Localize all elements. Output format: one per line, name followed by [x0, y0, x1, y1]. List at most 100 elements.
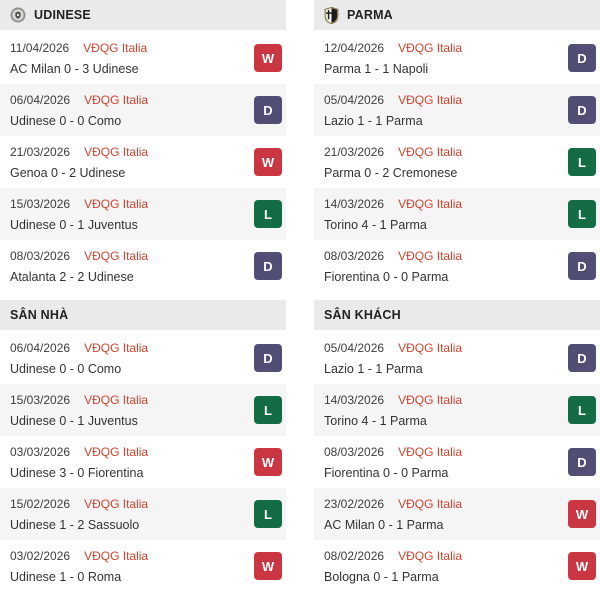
result-badge: L — [568, 396, 596, 424]
match-date: 08/03/2026 — [324, 445, 385, 459]
section-header-home: SÂN NHÀ — [0, 300, 286, 330]
match-score: Fiorentina 0 - 0 Parma — [324, 270, 449, 284]
match-meta: 15/03/2026 VĐQG Italia — [10, 392, 242, 408]
match-score: Udinese 0 - 0 Como — [10, 114, 122, 128]
result-badge: W — [568, 552, 596, 580]
match-score: Bologna 0 - 1 Parma — [324, 570, 439, 584]
result-badge: W — [254, 448, 282, 476]
section-away-form: SÂN KHÁCH 05/04/2026 VĐQG Italia Lazio 1 -… — [314, 300, 600, 592]
match-meta: 08/03/2026 VĐQG Italia — [324, 248, 556, 264]
section-header-udinese: UDINESE — [0, 0, 286, 30]
result-badge: D — [568, 96, 596, 124]
match-date: 15/02/2026 — [10, 497, 71, 511]
match-score: Udinese 1 - 0 Roma — [10, 570, 122, 584]
match-score: AC Milan 0 - 1 Parma — [324, 518, 444, 532]
result-badge: D — [568, 252, 596, 280]
league-label: VĐQG Italia — [84, 249, 149, 263]
league-label: VĐQG Italia — [398, 41, 463, 55]
league-label: VĐQG Italia — [83, 41, 148, 55]
match-date: 06/04/2026 — [10, 341, 71, 355]
result-badge: L — [254, 200, 282, 228]
match-date: 05/04/2026 — [324, 93, 385, 107]
match-row[interactable]: 14/03/2026 VĐQG Italia Torino 4 - 1 Parma L — [314, 384, 600, 436]
match-score: Torino 4 - 1 Parma — [324, 218, 427, 232]
match-date: 08/03/2026 — [324, 249, 385, 263]
match-date: 15/03/2026 — [10, 197, 71, 211]
match-date: 21/03/2026 — [10, 145, 71, 159]
match-meta: 23/02/2026 VĐQG Italia — [324, 496, 556, 512]
match-meta: 05/04/2026 VĐQG Italia — [324, 92, 556, 108]
match-row[interactable]: 14/03/2026 VĐQG Italia Torino 4 - 1 Parma L — [314, 188, 600, 240]
league-label: VĐQG Italia — [398, 393, 463, 407]
match-meta: 08/02/2026 VĐQG Italia — [324, 548, 556, 564]
match-date: 05/04/2026 — [324, 341, 385, 355]
match-score: Udinese 3 - 0 Fiorentina — [10, 466, 144, 480]
match-score: Atalanta 2 - 2 Udinese — [10, 270, 134, 284]
league-label: VĐQG Italia — [84, 197, 149, 211]
match-list: 12/04/2026 VĐQG Italia Parma 1 - 1 Napoli D… — [314, 32, 600, 292]
match-date: 08/03/2026 — [10, 249, 71, 263]
match-row[interactable]: 15/03/2026 VĐQG Italia Udinese 0 - 1 Juven… — [0, 384, 286, 436]
section-title: UDINESE — [34, 8, 91, 22]
result-badge: W — [254, 552, 282, 580]
result-badge: D — [254, 96, 282, 124]
result-badge: L — [568, 148, 596, 176]
match-score: Udinese 0 - 1 Juventus — [10, 218, 138, 232]
match-row[interactable]: 11/04/2026 VĐQG Italia AC Milan 0 - 3 Udin… — [0, 32, 286, 84]
match-date: 21/03/2026 — [324, 145, 385, 159]
match-row[interactable]: 06/04/2026 VĐQG Italia Udinese 0 - 0 Como D — [0, 84, 286, 136]
match-meta: 21/03/2026 VĐQG Italia — [10, 144, 242, 160]
match-row[interactable]: 21/03/2026 VĐQG Italia Genoa 0 - 2 Udinese… — [0, 136, 286, 188]
match-score: Fiorentina 0 - 0 Parma — [324, 466, 449, 480]
league-label: VĐQG Italia — [84, 393, 149, 407]
result-badge: D — [568, 344, 596, 372]
match-meta: 14/03/2026 VĐQG Italia — [324, 392, 556, 408]
match-meta: 12/04/2026 VĐQG Italia — [324, 40, 556, 56]
match-score: Lazio 1 - 1 Parma — [324, 362, 423, 376]
match-row[interactable]: 15/03/2026 VĐQG Italia Udinese 0 - 1 Juven… — [0, 188, 286, 240]
match-row[interactable]: 08/03/2026 VĐQG Italia Fiorentina 0 - 0 Pa… — [314, 240, 600, 292]
match-row[interactable]: 03/03/2026 VĐQG Italia Udinese 3 - 0 Fiore… — [0, 436, 286, 488]
match-score: Parma 1 - 1 Napoli — [324, 62, 429, 76]
match-row[interactable]: 06/04/2026 VĐQG Italia Udinese 0 - 0 Como D — [0, 332, 286, 384]
league-label: VĐQG Italia — [84, 341, 149, 355]
match-row[interactable]: 12/04/2026 VĐQG Italia Parma 1 - 1 Napoli D — [314, 32, 600, 84]
match-score: Udinese 0 - 1 Juventus — [10, 414, 138, 428]
match-row[interactable]: 08/03/2026 VĐQG Italia Fiorentina 0 - 0 Pa… — [314, 436, 600, 488]
match-date: 08/02/2026 — [324, 549, 385, 563]
match-row[interactable]: 05/04/2026 VĐQG Italia Lazio 1 - 1 Parma D — [314, 332, 600, 384]
match-row[interactable]: 08/02/2026 VĐQG Italia Bologna 0 - 1 Parma… — [314, 540, 600, 592]
match-meta: 05/04/2026 VĐQG Italia — [324, 340, 556, 356]
result-badge: W — [254, 148, 282, 176]
match-score: Udinese 0 - 0 Como — [10, 362, 122, 376]
match-date: 14/03/2026 — [324, 197, 385, 211]
result-badge: D — [254, 252, 282, 280]
section-title: SÂN KHÁCH — [324, 308, 401, 322]
league-label: VĐQG Italia — [398, 549, 463, 563]
match-meta: 14/03/2026 VĐQG Italia — [324, 196, 556, 212]
match-row[interactable]: 08/03/2026 VĐQG Italia Atalanta 2 - 2 Udin… — [0, 240, 286, 292]
section-header-parma: PARMA — [314, 0, 600, 30]
league-label: VĐQG Italia — [398, 145, 463, 159]
result-badge: W — [568, 500, 596, 528]
match-row[interactable]: 21/03/2026 VĐQG Italia Parma 0 - 2 Cremone… — [314, 136, 600, 188]
match-row[interactable]: 05/04/2026 VĐQG Italia Lazio 1 - 1 Parma D — [314, 84, 600, 136]
league-label: VĐQG Italia — [398, 341, 463, 355]
match-meta: 15/02/2026 VĐQG Italia — [10, 496, 242, 512]
match-date: 11/04/2026 — [10, 41, 70, 55]
section-home-form: SÂN NHÀ 06/04/2026 VĐQG Italia Udinese 0 -… — [0, 300, 286, 592]
match-row[interactable]: 03/02/2026 VĐQG Italia Udinese 1 - 0 Roma W — [0, 540, 286, 592]
league-label: VĐQG Italia — [84, 549, 149, 563]
match-list: 05/04/2026 VĐQG Italia Lazio 1 - 1 Parma D 1… — [314, 332, 600, 592]
match-row[interactable]: 23/02/2026 VĐQG Italia AC Milan 0 - 1 Parm… — [314, 488, 600, 540]
section-header-away: SÂN KHÁCH — [314, 300, 600, 330]
match-list: 06/04/2026 VĐQG Italia Udinese 0 - 0 Como D… — [0, 332, 286, 592]
match-meta: 06/04/2026 VĐQG Italia — [10, 92, 242, 108]
match-row[interactable]: 15/02/2026 VĐQG Italia Udinese 1 - 2 Sassu… — [0, 488, 286, 540]
match-date: 03/03/2026 — [10, 445, 71, 459]
match-meta: 08/03/2026 VĐQG Italia — [324, 444, 556, 460]
match-date: 15/03/2026 — [10, 393, 71, 407]
league-label: VĐQG Italia — [398, 197, 463, 211]
result-badge: L — [254, 500, 282, 528]
